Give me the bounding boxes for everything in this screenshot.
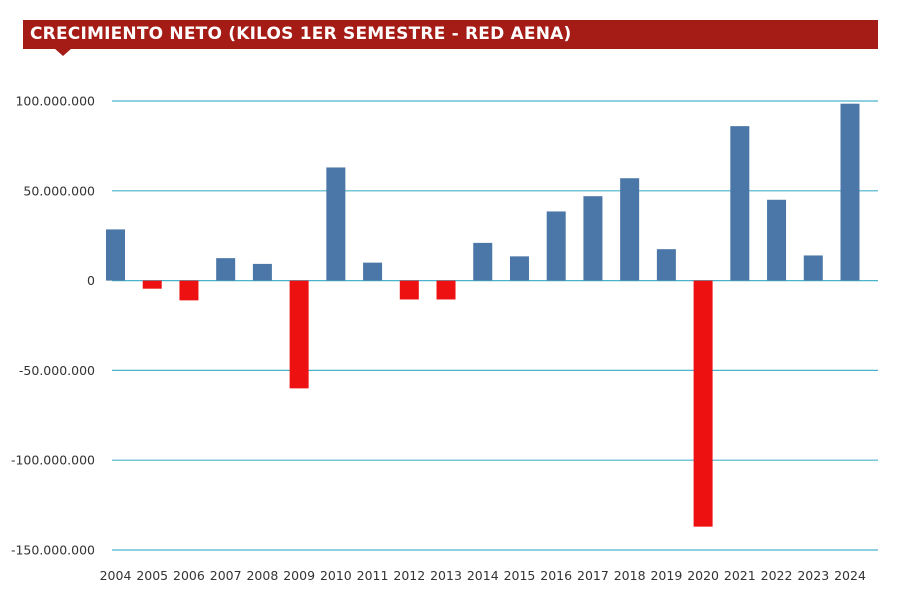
- bar-2006: [179, 280, 199, 301]
- bar-2020: [693, 280, 713, 527]
- x-tick-label: 2004: [100, 568, 132, 583]
- bar-2016: [546, 211, 566, 281]
- x-tick-label: 2020: [687, 568, 719, 583]
- x-tick-label: 2012: [393, 568, 425, 583]
- y-axis-tick-labels: 100.000.000 50.000.000 0 -50.000.000 -100.00…: [11, 94, 95, 558]
- y-tick-label: -50.000.000: [19, 363, 95, 378]
- x-axis-tick-labels: 2004 2005 2006 2007 2008 2009 2010 2011 2012 2013…: [100, 568, 866, 583]
- bar-2017: [583, 196, 603, 281]
- x-tick-label: 2011: [357, 568, 389, 583]
- bar-2024: [840, 103, 860, 281]
- x-tick-label: 2017: [577, 568, 609, 583]
- y-tick-label: -100.000.000: [11, 453, 95, 468]
- x-tick-label: 2006: [173, 568, 205, 583]
- x-tick-label: 2005: [136, 568, 168, 583]
- bar-2005: [142, 280, 162, 289]
- bar-2004: [106, 229, 125, 281]
- bar-2023: [803, 255, 823, 281]
- bar-2018: [620, 178, 640, 281]
- title-banner: [23, 20, 878, 49]
- bar-2011: [363, 262, 383, 281]
- x-tick-label: 2009: [283, 568, 315, 583]
- x-tick-label: 2021: [724, 568, 756, 583]
- bar-2021: [730, 126, 750, 281]
- x-tick-label: 2023: [797, 568, 829, 583]
- bar-2012: [399, 280, 419, 300]
- y-tick-label: 0: [87, 273, 95, 288]
- x-tick-label: 2024: [834, 568, 866, 583]
- x-tick-label: 2013: [430, 568, 462, 583]
- bar-2008: [252, 263, 272, 281]
- bars: [106, 103, 860, 527]
- y-tick-label: 100.000.000: [15, 94, 95, 109]
- bar-2009: [289, 280, 309, 389]
- x-tick-label: 2019: [650, 568, 682, 583]
- title-banner-notch: [54, 48, 72, 56]
- x-tick-label: 2018: [614, 568, 646, 583]
- chart-title: CRECIMIENTO NETO (KILOS 1ER SEMESTRE - R…: [30, 24, 572, 44]
- x-tick-label: 2010: [320, 568, 352, 583]
- bar-2015: [509, 256, 529, 281]
- bar-2014: [473, 242, 493, 281]
- bar-2013: [436, 280, 456, 300]
- x-tick-label: 2008: [246, 568, 278, 583]
- x-tick-label: 2014: [467, 568, 499, 583]
- gridlines: [112, 100, 878, 551]
- y-tick-label: -150.000.000: [11, 543, 95, 558]
- bar-2010: [326, 167, 346, 281]
- bar-2019: [656, 249, 676, 281]
- x-tick-label: 2007: [210, 568, 242, 583]
- x-tick-label: 2015: [504, 568, 536, 583]
- bar-2022: [767, 199, 787, 281]
- y-tick-label: 50.000.000: [23, 183, 95, 198]
- bar-2007: [216, 258, 236, 281]
- x-tick-label: 2022: [761, 568, 793, 583]
- x-tick-label: 2016: [540, 568, 572, 583]
